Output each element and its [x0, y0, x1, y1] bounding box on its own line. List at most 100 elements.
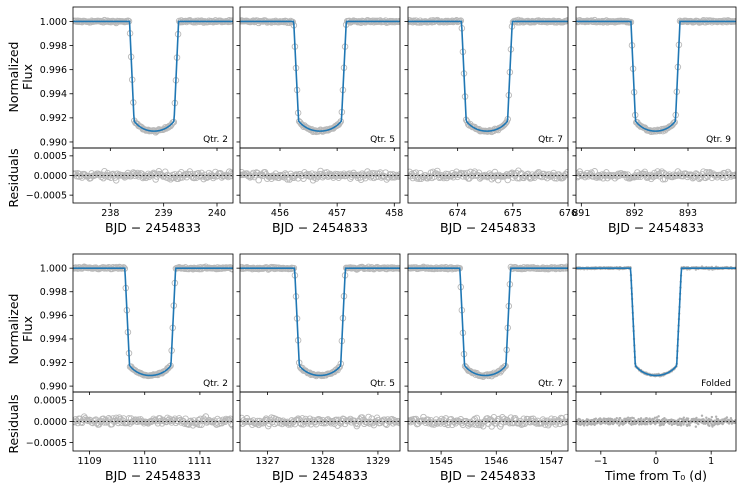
flux-ytick-label: 0.990: [40, 381, 67, 392]
resid-point: [711, 425, 714, 428]
flux-ytick-label: 0.998: [40, 287, 67, 298]
transit-model-curve: [408, 267, 568, 377]
flux-point: [500, 122, 507, 129]
resid-ytick-label: 0.0000: [34, 417, 67, 428]
xtick-label: 1547: [539, 456, 563, 467]
resid-point: [563, 171, 568, 178]
resid-point: [626, 416, 630, 419]
panel-3: 674 675 676 Qtr. 7 BJD − 2454833: [404, 6, 577, 235]
resid-point: [599, 422, 602, 426]
resid-point: [78, 419, 86, 427]
xtick-label: 239: [155, 208, 173, 219]
resid-point: [218, 419, 226, 427]
flux-point: [467, 367, 474, 375]
resid-point: [725, 416, 729, 419]
flux-ytick-label: 0.996: [40, 311, 67, 322]
resid-plot-area: [240, 167, 400, 184]
resid-point: [313, 175, 320, 182]
flux-ylabel-row2-line2: Flux: [20, 316, 35, 342]
flux-ylabel-row1-line2: Flux: [20, 64, 35, 90]
resid-point: [586, 171, 593, 178]
resid-point: [80, 413, 88, 420]
resid-point: [227, 172, 233, 180]
resid-point: [196, 421, 203, 429]
resid-point: [434, 167, 441, 175]
flux-ylabel-row2-line1: Normalized: [6, 294, 21, 365]
xtick-label: 240: [208, 208, 226, 219]
resid-point: [198, 421, 205, 428]
flux-point: [335, 121, 342, 128]
resid-point: [659, 175, 667, 183]
resid-point: [638, 423, 641, 426]
xtick-label: 675: [504, 208, 522, 219]
resid-point: [471, 168, 478, 175]
x-axis-label: BJD − 2454833: [440, 220, 536, 235]
resid-point: [706, 168, 714, 176]
resid-point: [301, 169, 308, 176]
xtick-label: 1: [708, 456, 714, 467]
x-axis-label: BJD − 2454833: [272, 220, 368, 235]
resid-plot-area: [408, 413, 568, 430]
flux-axes-frame: [575, 6, 737, 149]
resid-point: [710, 419, 713, 422]
resid-point: [646, 422, 649, 426]
resid-point: [582, 424, 586, 427]
xtick-label: 1111: [188, 456, 212, 467]
panel-label: Qtr. 5: [370, 135, 395, 145]
resid-ytick-label: 0.0005: [34, 151, 67, 162]
resid-point: [408, 168, 413, 176]
resid-point: [695, 416, 698, 420]
resid-point: [249, 421, 256, 429]
flux-ytick-label: 0.996: [40, 65, 67, 76]
flux-ytick-label: 0.994: [40, 334, 67, 345]
transit-model-curve: [240, 267, 400, 377]
resid-point: [533, 170, 540, 178]
flux-ylabel-row1-line1: Normalized: [6, 42, 21, 113]
resid-point: [283, 419, 290, 427]
resid-point: [688, 424, 691, 427]
xtick-label: 457: [328, 208, 346, 219]
resid-point: [637, 417, 640, 421]
resid-point: [139, 174, 147, 182]
resid-point: [603, 417, 606, 420]
panel-4: 891 892 893 Qtr. 9 BJD − 2454833: [572, 6, 737, 235]
resid-point: [564, 168, 568, 176]
flux-axes-frame: [72, 6, 234, 149]
flux-axes-frame: [407, 6, 569, 149]
resid-point: [655, 416, 658, 419]
resid-point: [467, 418, 474, 426]
resid-point: [630, 423, 633, 426]
resid-point: [152, 176, 159, 183]
flux-point: [564, 17, 568, 24]
resid-point: [669, 421, 673, 424]
x-axis-label: BJD − 2454833: [105, 468, 201, 483]
flux-axes-frame: [575, 253, 737, 393]
resid-point: [621, 170, 628, 178]
resid-point: [111, 174, 119, 181]
resid-point: [316, 416, 323, 423]
flux-point: [642, 125, 650, 133]
xtick-label: 674: [449, 208, 467, 219]
resid-point: [307, 173, 315, 180]
xtick-label: 1545: [429, 456, 453, 467]
xtick-label: 456: [271, 208, 289, 219]
transit-model-curve: [408, 20, 568, 132]
resid-point: [250, 169, 257, 177]
resid-point: [553, 419, 561, 426]
resid-point: [473, 414, 481, 422]
xtick-label: 1329: [366, 456, 390, 467]
resid-point: [73, 418, 77, 425]
resid-point: [732, 171, 736, 179]
resid-point: [285, 421, 292, 428]
resid-point: [487, 416, 494, 423]
resid-point: [279, 417, 287, 425]
flux-plot-area: [240, 17, 400, 136]
flux-plot-area: [73, 263, 233, 380]
resid-point: [714, 422, 717, 426]
resid-point: [375, 170, 383, 178]
resid-point: [661, 420, 664, 424]
resid-point: [369, 169, 377, 177]
xtick-label: 892: [626, 208, 644, 219]
resid-point: [697, 422, 700, 426]
flux-point: [336, 363, 343, 371]
